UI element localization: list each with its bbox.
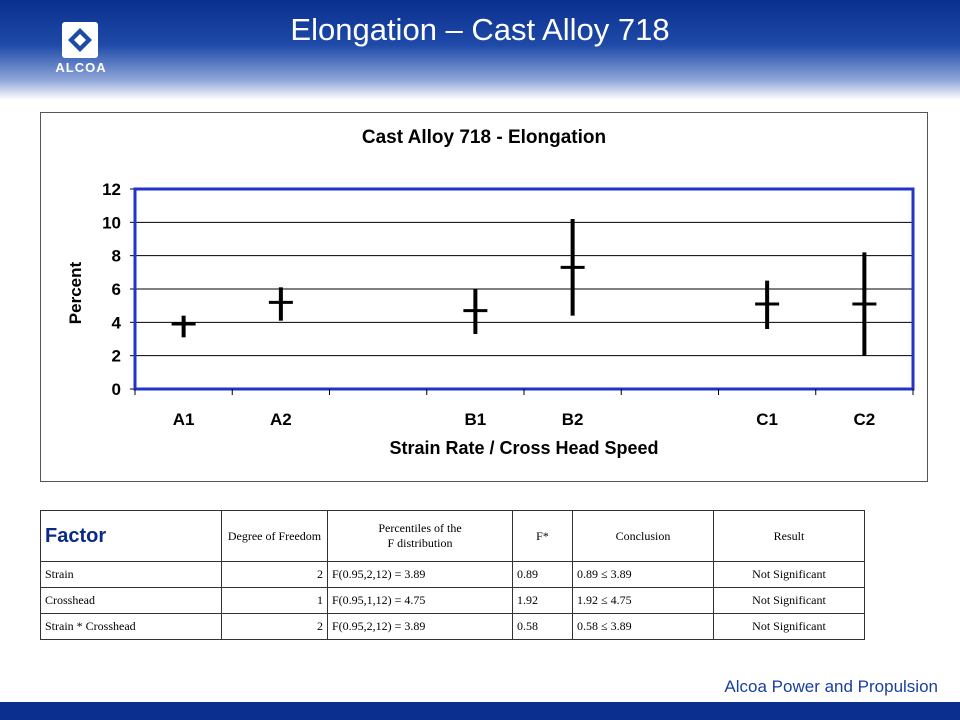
y-tick-label: 6: [112, 280, 121, 299]
slide-title: Elongation – Cast Alloy 718: [290, 12, 670, 47]
cell-conclusion: 0.58 ≤ 3.89: [572, 613, 714, 640]
cell-result: Not Significant: [713, 587, 865, 614]
y-tick-label: 2: [112, 347, 121, 366]
chart-container: Cast Alloy 718 - Elongation Strain Rate …: [40, 112, 928, 482]
cell-factor: Crosshead: [40, 587, 222, 614]
y-tick-label: 4: [112, 313, 122, 332]
header-degree-of-freedom: Degree of Freedom: [221, 510, 328, 562]
header-conclusion: Conclusion: [572, 510, 714, 562]
cell-dof: 2: [221, 613, 328, 640]
table-row: Strain 2 F(0.95,2,12) = 3.89 0.89 0.89 ≤…: [40, 561, 865, 588]
table-header-row: Factor Degree of Freedom Percentiles of …: [40, 510, 865, 562]
header-band: ALCOA Elongation – Cast Alloy 718: [0, 0, 960, 100]
y-tick-label: 0: [112, 380, 121, 399]
header-factor: Factor: [40, 510, 222, 562]
x-tick-label: A1: [173, 410, 195, 429]
alcoa-logo: ALCOA: [52, 22, 116, 78]
header-percentiles: Percentiles of the F distribution: [327, 510, 513, 562]
header-f-star: F*: [512, 510, 573, 562]
table-row: Crosshead 1 F(0.95,1,12) = 4.75 1.92 1.9…: [40, 587, 865, 614]
logo-text: ALCOA: [55, 60, 107, 75]
x-tick-label: C1: [756, 410, 778, 429]
alcoa-logo-icon: [62, 22, 98, 58]
header-percentiles-line1: Percentiles of the: [378, 521, 462, 535]
footer-text: Alcoa Power and Propulsion: [724, 677, 938, 696]
header-result: Result: [713, 510, 865, 562]
x-tick-label: C2: [854, 410, 876, 429]
x-axis-label: Strain Rate / Cross Head Speed: [389, 438, 658, 458]
cell-percentile: F(0.95,2,12) = 3.89: [327, 561, 513, 588]
x-tick-label: B1: [465, 410, 487, 429]
chart-title: Cast Alloy 718 - Elongation: [362, 127, 606, 148]
cell-conclusion: 0.89 ≤ 3.89: [572, 561, 714, 588]
cell-f-star: 0.89: [512, 561, 573, 588]
y-tick-label: 10: [102, 213, 121, 232]
cell-f-star: 0.58: [512, 613, 573, 640]
cell-dof: 2: [221, 561, 328, 588]
cell-result: Not Significant: [713, 613, 865, 640]
cell-factor: Strain: [40, 561, 222, 588]
x-tick-label: B2: [562, 410, 584, 429]
x-tick-label: A2: [270, 410, 292, 429]
footer-bar: [0, 702, 960, 720]
y-axis-label: Percent: [66, 261, 85, 324]
cell-conclusion: 1.92 ≤ 4.75: [572, 587, 714, 614]
cell-result: Not Significant: [713, 561, 865, 588]
cell-dof: 1: [221, 587, 328, 614]
elongation-chart: Cast Alloy 718 - Elongation Strain Rate …: [66, 127, 915, 458]
header-percentiles-line2: F distribution: [387, 536, 453, 550]
cell-percentile: F(0.95,1,12) = 4.75: [327, 587, 513, 614]
y-tick-label: 8: [112, 247, 121, 266]
anova-table-container: Factor Degree of Freedom Percentiles of …: [40, 510, 865, 640]
y-tick-label: 12: [102, 180, 121, 199]
cell-f-star: 1.92: [512, 587, 573, 614]
cell-factor: Strain * Crosshead: [40, 613, 222, 640]
anova-table: Factor Degree of Freedom Percentiles of …: [40, 510, 865, 640]
cell-percentile: F(0.95,2,12) = 3.89: [327, 613, 513, 640]
table-row: Strain * Crosshead 2 F(0.95,2,12) = 3.89…: [40, 613, 865, 640]
